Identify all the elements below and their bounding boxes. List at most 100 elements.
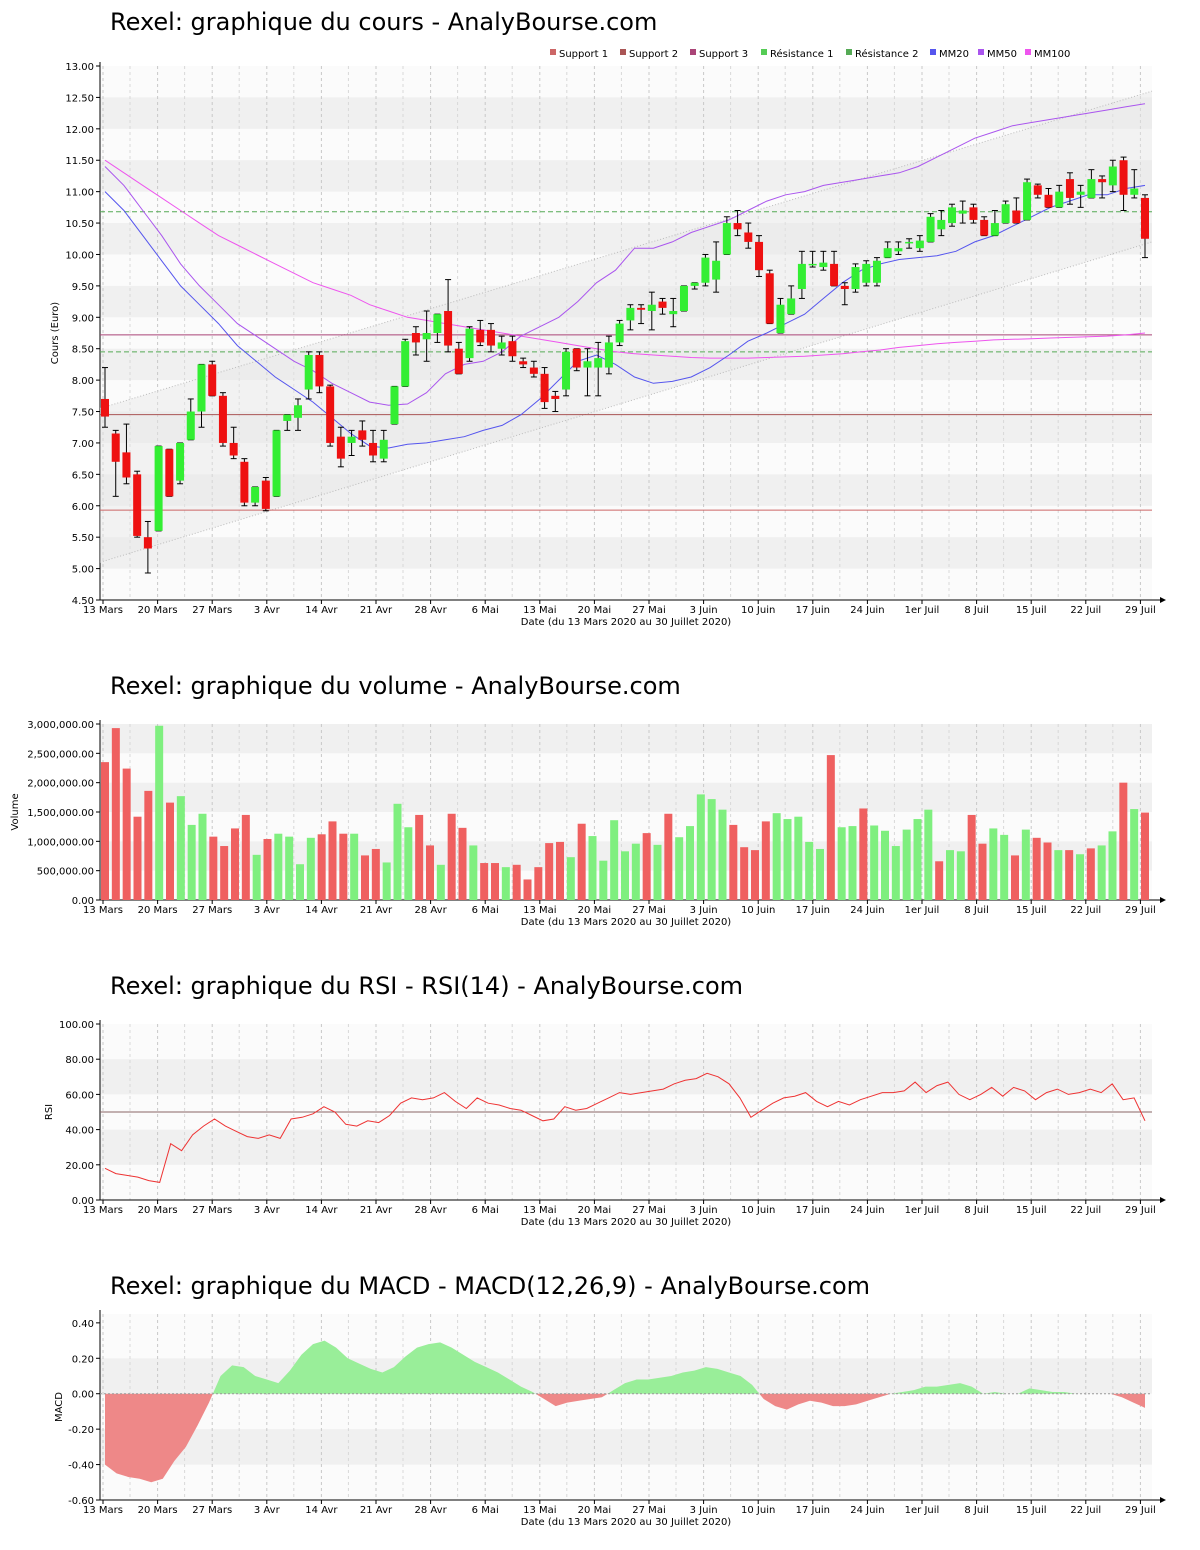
candle-up bbox=[679, 285, 688, 312]
candle-up bbox=[958, 210, 967, 214]
candle-down bbox=[444, 311, 453, 346]
volume-bar-down bbox=[361, 855, 369, 900]
candle-down bbox=[358, 430, 367, 440]
candle-up bbox=[465, 328, 474, 359]
x-axis-title: Date (du 13 Mars 2020 au 30 Juillet 2020… bbox=[521, 1517, 732, 1528]
volume-bar-up bbox=[274, 833, 283, 900]
x-tick-label: 29 Juil bbox=[1125, 1505, 1156, 1516]
y-tick-label: 0.00 bbox=[72, 1390, 94, 1401]
candle-down bbox=[133, 474, 142, 536]
candle-down bbox=[572, 348, 581, 368]
candle-down bbox=[165, 449, 174, 497]
candle-up bbox=[808, 263, 817, 266]
volume-bar-up bbox=[902, 829, 911, 900]
legend-swatch bbox=[550, 49, 556, 55]
y-axis-title: Volume bbox=[10, 793, 21, 830]
volume-bar-up bbox=[816, 848, 824, 900]
x-tick-label: 8 Juil bbox=[964, 1505, 988, 1516]
volume-bar-up bbox=[956, 851, 965, 900]
candle-up bbox=[1001, 204, 1010, 224]
candle-up bbox=[562, 351, 571, 390]
candle-up bbox=[604, 342, 613, 368]
x-tick-label: 1er Juil bbox=[905, 605, 940, 616]
candle-up bbox=[872, 260, 881, 283]
y-tick-label: -0.20 bbox=[68, 1425, 94, 1436]
candle-up bbox=[937, 219, 946, 230]
candle-down bbox=[519, 361, 528, 365]
x-tick-label: 20 Mars bbox=[138, 905, 178, 916]
candle-up bbox=[186, 411, 195, 440]
x-tick-label: 27 Mars bbox=[192, 1205, 232, 1216]
macd-area-negative bbox=[759, 1393, 891, 1410]
x-tick-label: 10 Juin bbox=[741, 605, 775, 616]
volume-bar-down bbox=[1011, 855, 1019, 900]
y-tick-label: 8.50 bbox=[72, 345, 94, 356]
candle-up bbox=[422, 333, 431, 340]
x-tick-label: 22 Juil bbox=[1070, 605, 1101, 616]
macd-chart: -0.60 -0.40 -0.20 0.00 0.20 0.40 13 Mars 20 Mar… bbox=[54, 1310, 1166, 1528]
volume-bar-down bbox=[545, 843, 554, 900]
volume-bar-down bbox=[339, 833, 348, 900]
x-tick-label: 29 Juil bbox=[1125, 905, 1156, 916]
volume-bar-up bbox=[296, 864, 304, 900]
y-tick-label: 60.00 bbox=[65, 1090, 94, 1101]
candle-up bbox=[497, 342, 506, 349]
volume-bar-down bbox=[263, 838, 272, 900]
y-tick-label: 40.00 bbox=[65, 1126, 94, 1137]
volume-bar-up bbox=[1130, 809, 1139, 900]
price-chart-title: Rexel: graphique du cours - AnalyBourse.… bbox=[110, 8, 658, 36]
candle-up bbox=[990, 223, 999, 236]
volume-bar-down bbox=[1141, 812, 1149, 900]
volume-bar-up bbox=[891, 846, 900, 900]
macd-area-positive bbox=[890, 1383, 1111, 1394]
x-tick-label: 22 Juil bbox=[1070, 1205, 1101, 1216]
volume-bar-up bbox=[696, 794, 705, 900]
volume-bar-down bbox=[122, 768, 131, 900]
x-tick-label: 15 Juil bbox=[1016, 1205, 1047, 1216]
volume-bar-down bbox=[751, 850, 759, 900]
y-tick-label: 6.50 bbox=[72, 470, 94, 481]
x-tick-label: 6 Mai bbox=[472, 1505, 499, 1516]
candle-up bbox=[176, 442, 185, 481]
macd-chart-title: Rexel: graphique du MACD - MACD(12,26,9)… bbox=[110, 1272, 871, 1300]
legend-label: Résistance 1 bbox=[770, 48, 833, 60]
x-tick-label: 24 Juin bbox=[850, 1205, 884, 1216]
macd-area-negative bbox=[105, 1393, 213, 1483]
x-tick-label: 6 Mai bbox=[472, 605, 499, 616]
candle-up bbox=[722, 223, 731, 255]
x-axis-arrow bbox=[1160, 1197, 1166, 1203]
candle-down bbox=[240, 461, 249, 503]
candle-down bbox=[1065, 179, 1074, 198]
candle-down bbox=[454, 348, 463, 374]
volume-bar-down bbox=[1086, 848, 1095, 900]
volume-bar-down bbox=[935, 861, 944, 900]
x-tick-label: 22 Juil bbox=[1070, 905, 1101, 916]
y-tick-label: 0.40 bbox=[72, 1319, 94, 1330]
candle-up bbox=[883, 248, 892, 258]
volume-bar-down bbox=[447, 813, 456, 900]
x-tick-label: 15 Juil bbox=[1016, 605, 1047, 616]
x-tick-label: 20 Mai bbox=[578, 605, 611, 616]
macd-area-negative bbox=[1110, 1393, 1145, 1408]
x-tick-label: 13 Mars bbox=[83, 605, 123, 616]
volume-bar-up bbox=[1076, 854, 1084, 900]
candle-up bbox=[701, 257, 710, 283]
candle-up bbox=[283, 414, 292, 421]
y-tick-label: -0.60 bbox=[68, 1496, 94, 1507]
candle-up bbox=[304, 354, 313, 390]
candle-down bbox=[658, 301, 667, 308]
candle-down bbox=[369, 442, 378, 456]
y-tick-label: 1,500,000.00 bbox=[27, 808, 94, 819]
y-tick-label: 5.00 bbox=[72, 565, 94, 576]
volume-bar-up bbox=[913, 819, 922, 900]
volume-bar-down bbox=[491, 863, 499, 900]
x-tick-label: 27 Mai bbox=[632, 605, 665, 616]
volume-bar-down bbox=[371, 848, 380, 900]
x-tick-label: 27 Mai bbox=[632, 905, 665, 916]
legend-label: Support 3 bbox=[699, 49, 748, 60]
y-tick-label: 9.00 bbox=[72, 313, 94, 324]
x-tick-label: 21 Avr bbox=[360, 1205, 393, 1216]
candle-up bbox=[690, 282, 699, 286]
candle-up bbox=[797, 263, 806, 290]
volume-bar-up bbox=[1021, 829, 1030, 900]
